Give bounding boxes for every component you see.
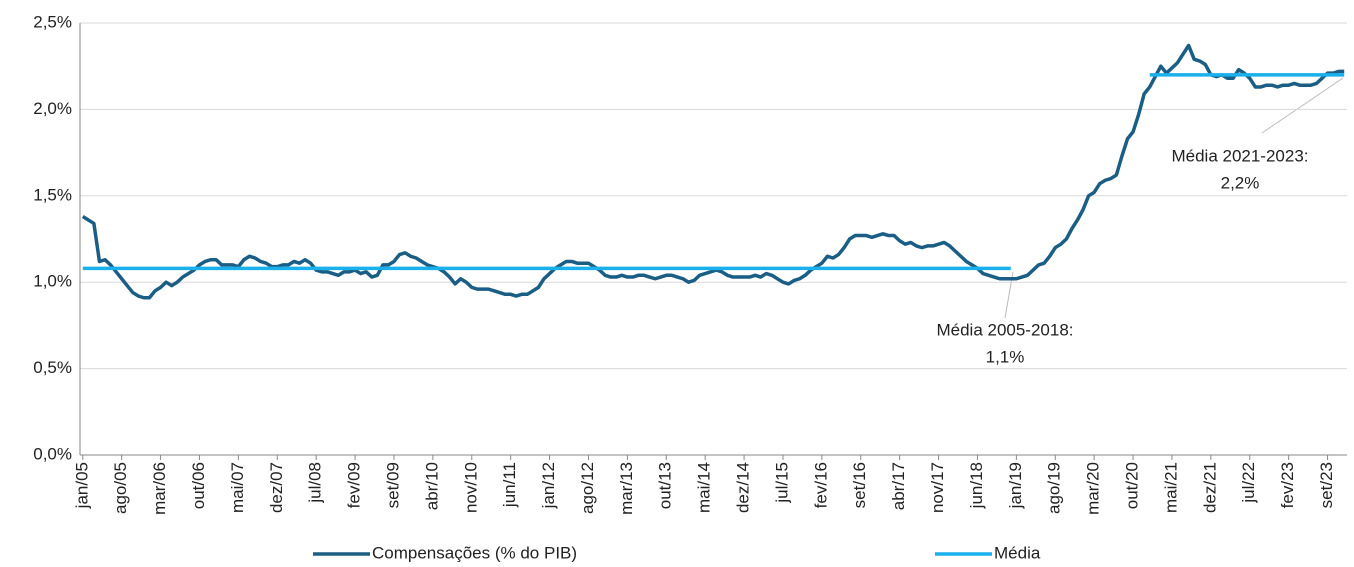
x-tick-label: dez/14 <box>734 462 753 513</box>
y-tick-label: 1,0% <box>33 272 72 291</box>
x-tick-label: jun/18 <box>967 462 986 509</box>
x-tick-label: mai/14 <box>695 462 714 513</box>
x-tick-label: jan/19 <box>1006 462 1025 509</box>
x-tick-label: ago/05 <box>111 462 130 514</box>
x-tick-label: fev/16 <box>811 462 830 508</box>
x-tick-label: jul/08 <box>306 462 325 504</box>
x-tick-label: fev/09 <box>345 462 364 508</box>
x-tick-label: mai/21 <box>1161 462 1180 513</box>
x-tick-label: dez/07 <box>267 462 286 513</box>
annotation: 2,2% <box>1221 173 1260 192</box>
y-tick-label: 0,5% <box>33 358 72 377</box>
series-line <box>82 73 1345 271</box>
x-tick-label: fev/23 <box>1278 462 1297 508</box>
x-tick-label: jun/11 <box>500 462 519 508</box>
x-tick-label: out/06 <box>189 462 208 509</box>
legend-label: Compensações (% do PIB) <box>372 543 577 562</box>
x-tick-label: set/23 <box>1317 462 1336 508</box>
x-tick-label: nov/17 <box>928 462 947 513</box>
x-tick-label: jul/15 <box>772 462 791 504</box>
x-tick-label: dez/21 <box>1200 462 1219 513</box>
leader-line <box>1261 77 1344 134</box>
y-tick-label: 0,0% <box>33 444 72 463</box>
y-tick-label: 2,5% <box>33 12 72 31</box>
x-tick-label: mar/06 <box>150 462 169 515</box>
x-tick-label: jan/12 <box>539 462 558 509</box>
annotation: Média 2005-2018: <box>936 320 1073 339</box>
annotation: 1,1% <box>986 347 1025 366</box>
annotation: Média 2021-2023: <box>1171 146 1308 165</box>
x-tick-label: out/13 <box>656 462 675 509</box>
series-line <box>81 43 1345 300</box>
x-tick-label: set/16 <box>850 462 869 508</box>
x-tick-label: abr/10 <box>422 462 441 510</box>
x-tick-label: mai/07 <box>228 462 247 513</box>
plot: 0,0% 0,5% 1,0% 1,5% 2,0% 2,5% jan/05 ago/05 mar/… <box>33 12 1347 562</box>
x-tick-label: ago/12 <box>578 462 597 514</box>
y-tick-label: 2,0% <box>33 99 72 118</box>
x-tick-label: nov/10 <box>461 462 480 513</box>
y-tick-label: 1,5% <box>33 185 72 204</box>
x-tick-label: ago/19 <box>1045 462 1064 514</box>
x-tick-label: jan/05 <box>72 462 91 509</box>
x-tick-label: jul/22 <box>1239 462 1258 504</box>
x-tick-label: out/20 <box>1123 462 1142 509</box>
x-tick-label: mar/20 <box>1084 462 1103 515</box>
x-tick-label: mar/13 <box>617 462 636 515</box>
x-tick-label: set/09 <box>383 462 402 508</box>
legend-label: Média <box>994 543 1041 562</box>
x-tick-label: abr/17 <box>889 462 908 510</box>
